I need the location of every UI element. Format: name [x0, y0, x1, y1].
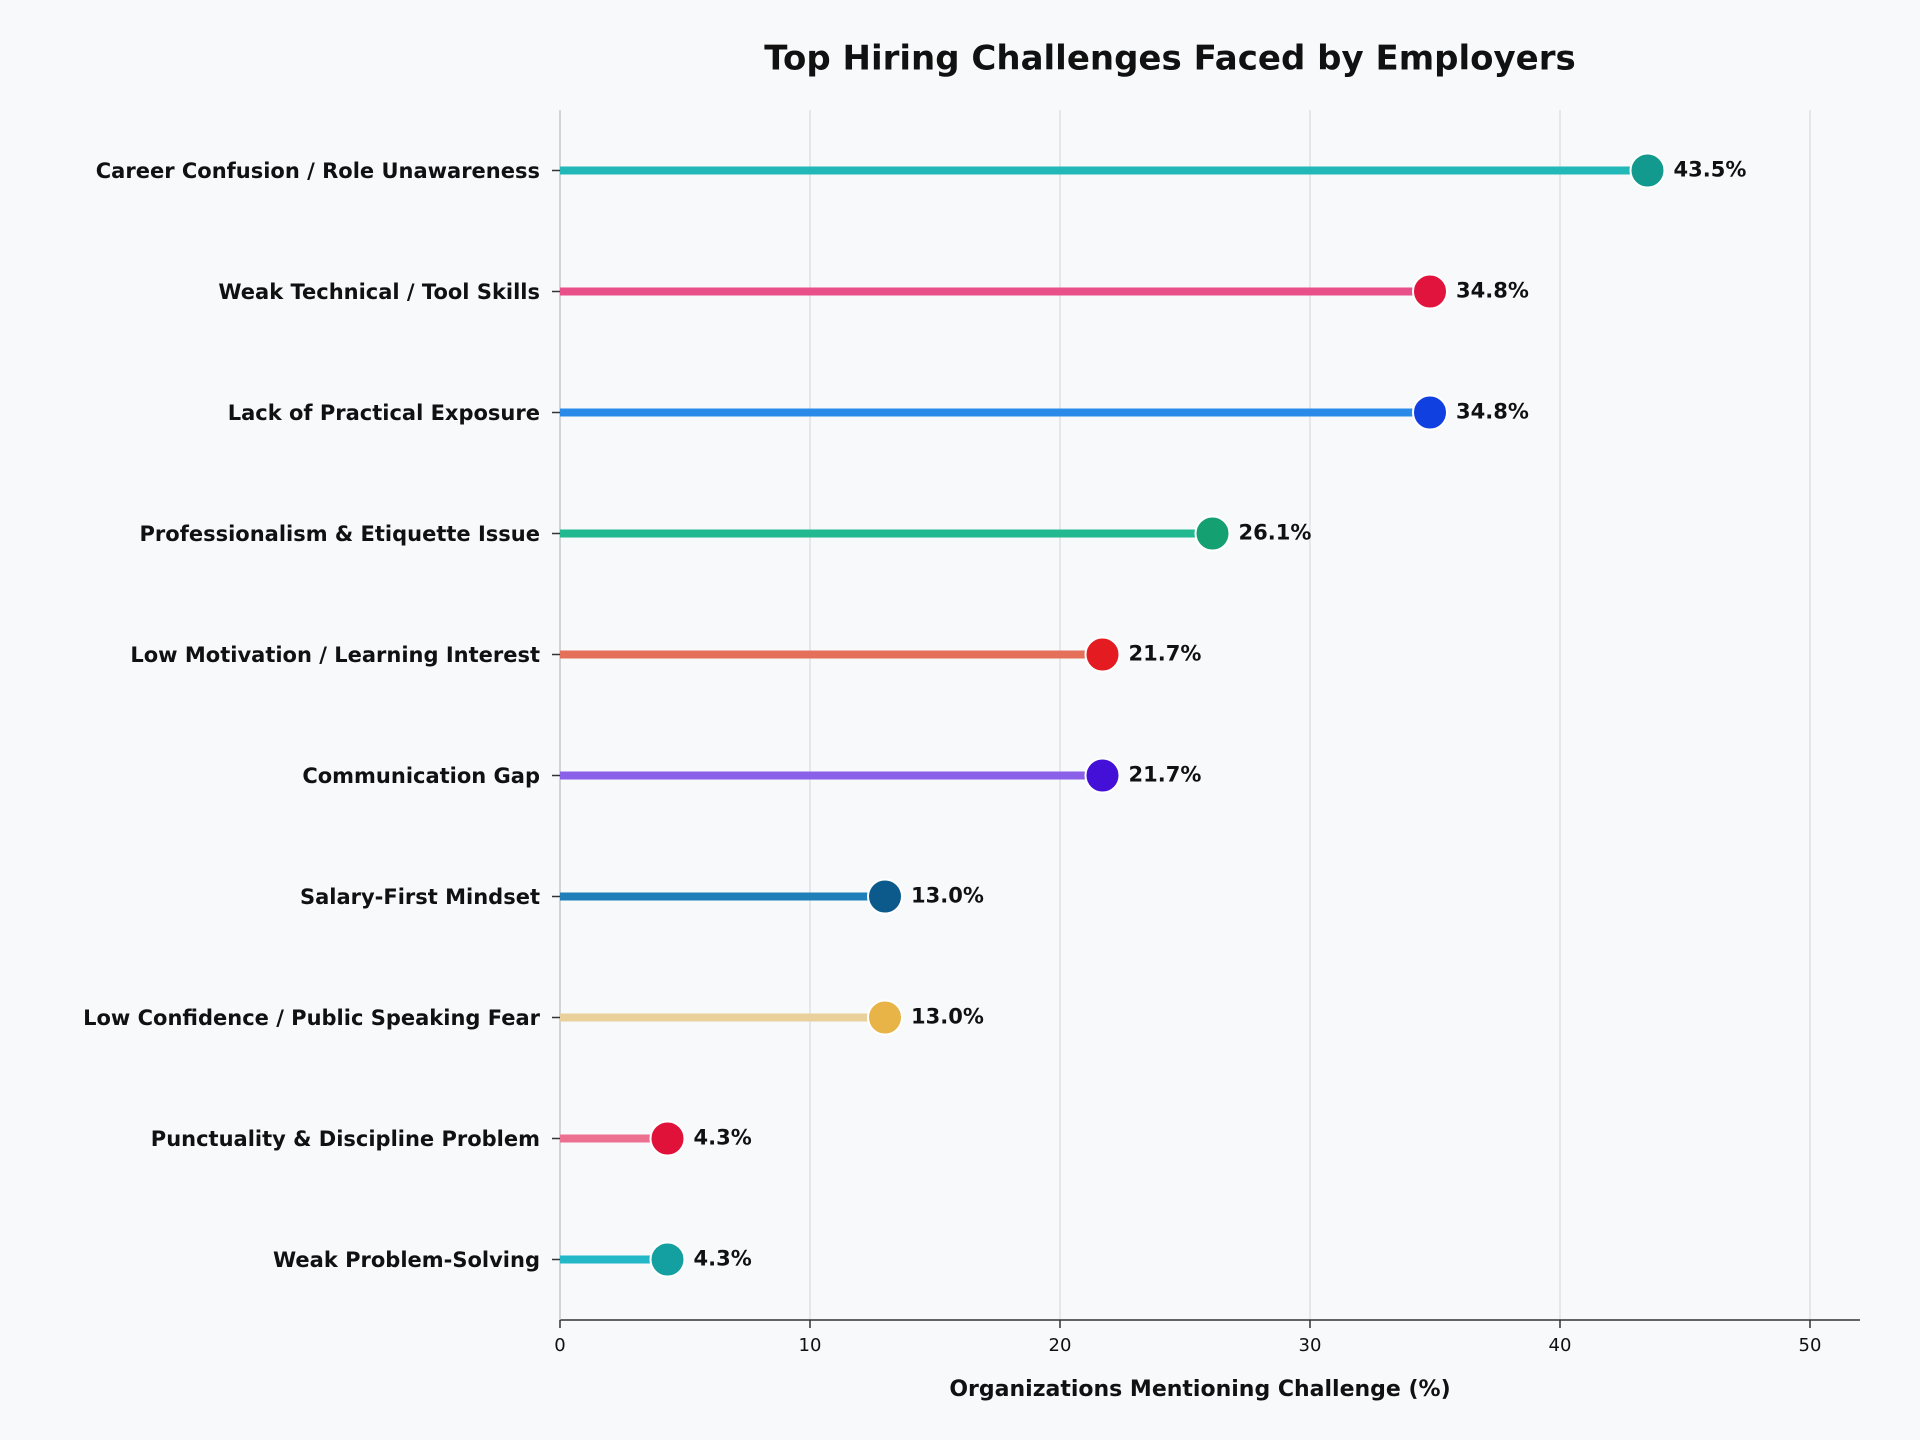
value-label: 34.8% — [1456, 400, 1529, 424]
marker — [1084, 757, 1121, 794]
x-tick-label: 30 — [1299, 1335, 1322, 1356]
y-tick-label: Low Motivation / Learning Interest — [130, 642, 540, 667]
value-label: 21.7% — [1129, 763, 1202, 787]
value-label: 21.7% — [1129, 642, 1202, 666]
x-axis-label: Organizations Mentioning Challenge (%) — [949, 1377, 1450, 1402]
y-tick-label: Salary-First Mindset — [299, 884, 540, 909]
marker — [649, 1120, 686, 1157]
value-label: 13.0% — [911, 884, 984, 908]
marker — [867, 999, 903, 1036]
marker — [1629, 152, 1666, 189]
y-tick-label: Communication Gap — [302, 763, 540, 788]
value-label: 4.3% — [694, 1247, 752, 1271]
y-tick-label: Lack of Practical Exposure — [227, 400, 540, 425]
x-tick-label: 20 — [1049, 1335, 1072, 1356]
marker — [1412, 273, 1448, 310]
y-tick-label: Career Confusion / Role Unawareness — [95, 158, 540, 183]
value-label: 13.0% — [911, 1005, 984, 1029]
x-tick-label: 50 — [1799, 1335, 1822, 1356]
x-tick-label: 10 — [799, 1335, 822, 1356]
value-label: 34.8% — [1456, 279, 1529, 303]
value-label: 43.5% — [1674, 158, 1747, 182]
y-tick-label: Weak Technical / Tool Skills — [218, 279, 540, 304]
value-label: 26.1% — [1239, 521, 1312, 545]
marker — [867, 878, 903, 915]
y-tick-label: Weak Problem-Solving — [273, 1247, 540, 1272]
y-tick-label: Punctuality & Discipline Problem — [150, 1126, 540, 1151]
y-tick-label: Professionalism & Etiquette Issue — [139, 521, 540, 546]
y-tick-label: Low Confidence / Public Speaking Fear — [83, 1005, 540, 1030]
marker — [1084, 636, 1121, 673]
chart-title: Top Hiring Challenges Faced by Employers — [764, 39, 1575, 79]
marker — [649, 1241, 686, 1278]
x-tick-label: 0 — [554, 1335, 565, 1356]
marker — [1412, 394, 1448, 431]
marker — [1194, 515, 1231, 552]
value-label: 4.3% — [694, 1126, 752, 1150]
x-tick-label: 40 — [1549, 1335, 1572, 1356]
